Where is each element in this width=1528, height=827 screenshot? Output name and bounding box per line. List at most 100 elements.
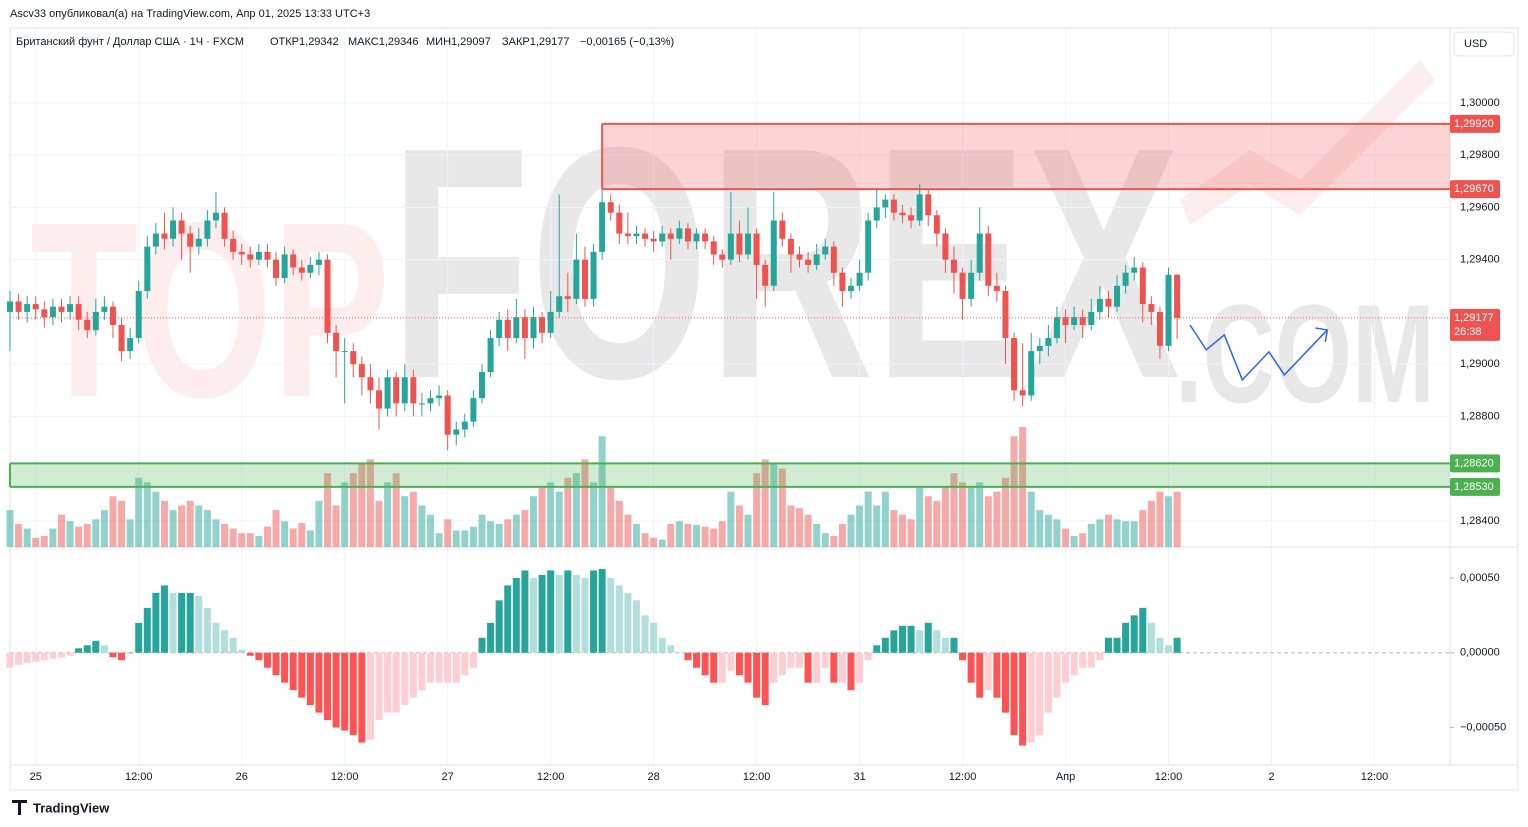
volume-bar bbox=[778, 468, 786, 547]
zone bbox=[602, 123, 1450, 190]
candle-body bbox=[1062, 317, 1069, 325]
volume-bar bbox=[306, 530, 314, 547]
volume-bar bbox=[409, 491, 417, 547]
volume-bar bbox=[1096, 519, 1104, 547]
candle-body bbox=[496, 319, 503, 339]
candle-body bbox=[1079, 317, 1086, 325]
price-badge bbox=[1450, 308, 1500, 341]
histogram-bar bbox=[212, 622, 220, 653]
candle-body bbox=[118, 324, 125, 352]
histogram-bar bbox=[658, 637, 666, 653]
candle-body bbox=[410, 377, 417, 404]
candle-body bbox=[1045, 338, 1052, 346]
histogram-bar bbox=[1130, 615, 1138, 653]
candle-body bbox=[993, 285, 1000, 292]
volume-bar bbox=[864, 491, 872, 547]
candle-body bbox=[178, 220, 185, 234]
currency-button[interactable] bbox=[1453, 31, 1515, 57]
volume-bar bbox=[66, 521, 74, 547]
histogram-bar bbox=[504, 585, 512, 653]
y-tick-label: 1,28800 bbox=[1460, 410, 1500, 422]
volume-bar bbox=[1139, 510, 1147, 547]
histogram-bar bbox=[384, 652, 392, 713]
candle-body bbox=[264, 251, 271, 260]
histogram-bar bbox=[830, 652, 838, 683]
volume-bar bbox=[495, 523, 503, 547]
histogram-bar bbox=[555, 574, 563, 653]
candle-body bbox=[41, 309, 48, 318]
histogram-bar bbox=[753, 652, 761, 698]
y-tick-label: 1,29800 bbox=[1460, 149, 1500, 161]
histogram-bar bbox=[1156, 637, 1164, 653]
candle-body bbox=[1071, 317, 1078, 325]
candle-body bbox=[556, 296, 563, 312]
candle-body bbox=[92, 311, 99, 331]
histogram-bar bbox=[590, 570, 598, 653]
candle-body bbox=[710, 241, 717, 255]
histogram-bar bbox=[6, 652, 14, 668]
candle-body bbox=[1156, 311, 1163, 346]
volume-bar bbox=[75, 526, 83, 547]
y-tick-label: 1,29400 bbox=[1460, 254, 1500, 266]
volume-bar bbox=[135, 477, 143, 547]
header: Ascv33 опубликовал(а) на TradingView.com… bbox=[10, 8, 370, 20]
histogram-bar bbox=[461, 652, 469, 676]
histogram-bar bbox=[444, 652, 452, 683]
histogram-bar bbox=[1122, 622, 1130, 653]
volume-bar bbox=[469, 526, 477, 547]
histogram-bar bbox=[306, 652, 314, 706]
histogram-bar bbox=[890, 630, 898, 653]
volume-bar bbox=[933, 500, 941, 547]
candle-body bbox=[453, 429, 460, 435]
volume-bar bbox=[941, 487, 949, 547]
candle-body bbox=[1088, 311, 1095, 325]
candle-body bbox=[58, 306, 65, 312]
candle-body bbox=[976, 233, 983, 273]
volume-bar bbox=[787, 505, 795, 547]
indicator-tick-label: 0,00000 bbox=[1460, 647, 1500, 659]
candle-body bbox=[933, 215, 940, 234]
candle-body bbox=[796, 254, 803, 260]
candle-body bbox=[32, 304, 39, 310]
volume-bar bbox=[281, 521, 289, 547]
histogram-bar bbox=[1036, 652, 1044, 736]
histogram-bar bbox=[418, 652, 426, 691]
volume-bar bbox=[92, 519, 100, 547]
candle-body bbox=[839, 272, 846, 292]
volume-bar bbox=[229, 528, 237, 547]
volume-bar bbox=[632, 523, 640, 547]
histogram-bar bbox=[452, 652, 460, 683]
candle-body bbox=[908, 215, 915, 221]
candle-body bbox=[547, 311, 554, 333]
watermark-top: TOP bbox=[30, 170, 390, 449]
volume-bar bbox=[452, 530, 460, 547]
histogram-bar bbox=[675, 652, 683, 654]
candle-body bbox=[376, 390, 383, 409]
volume-bar bbox=[804, 514, 812, 547]
volume-bar bbox=[598, 436, 606, 547]
candle-body bbox=[273, 259, 280, 278]
candle-body bbox=[1036, 345, 1043, 352]
histogram-bar bbox=[787, 652, 795, 668]
volume-bar bbox=[1087, 523, 1095, 547]
candle-body bbox=[436, 395, 443, 399]
histogram-bar bbox=[229, 637, 237, 653]
volume-bar bbox=[255, 535, 263, 547]
candle-body bbox=[109, 306, 116, 325]
volume-bar bbox=[23, 528, 31, 547]
histogram-bar bbox=[1079, 652, 1087, 668]
candle-body bbox=[659, 233, 666, 242]
x-tick-label: 12:00 bbox=[1361, 771, 1389, 783]
candle-body bbox=[161, 233, 168, 239]
volume-bar bbox=[392, 473, 400, 547]
candle-body bbox=[358, 364, 365, 378]
volume-bar bbox=[761, 459, 769, 547]
histogram-bar bbox=[744, 652, 752, 683]
candle-body bbox=[324, 259, 331, 333]
histogram-bar bbox=[1027, 652, 1035, 743]
volume-bar bbox=[847, 514, 855, 547]
candle-body bbox=[599, 202, 606, 252]
histogram-bar bbox=[667, 645, 675, 653]
histogram-bar bbox=[984, 652, 992, 691]
